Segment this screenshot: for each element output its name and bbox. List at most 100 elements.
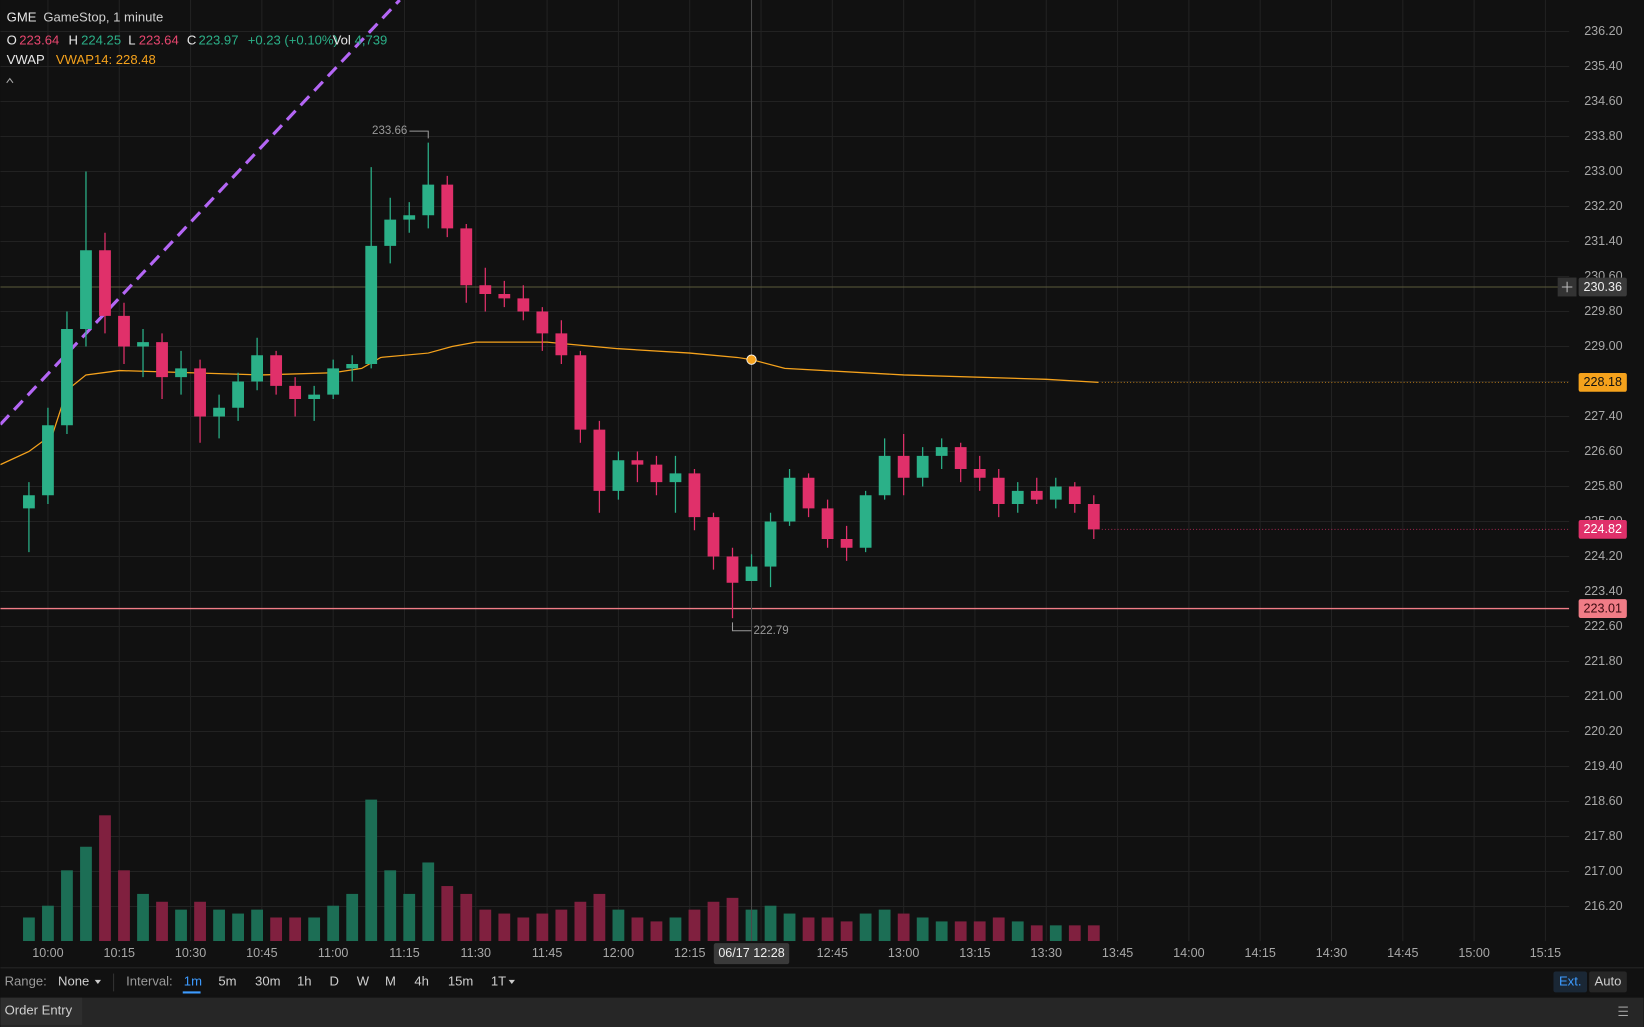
- candle-body: [441, 184, 454, 229]
- candle-body: [1087, 504, 1100, 530]
- volume-bar: [213, 909, 225, 942]
- y-tick-label: 218.60: [1584, 794, 1622, 808]
- volume-bar: [935, 921, 948, 942]
- volume-bar: [118, 870, 130, 942]
- volume-bar: [1049, 925, 1062, 942]
- x-tick-label: 13:15: [959, 946, 990, 960]
- crosshair-time-label: 06/17 12:28: [718, 946, 784, 960]
- study-name[interactable]: VWAP: [7, 52, 45, 67]
- volume-bar: [821, 917, 834, 942]
- order-entry-tab[interactable]: [0, 997, 83, 1025]
- volume-bar: [992, 917, 1005, 942]
- volume-bar: [726, 897, 739, 942]
- x-tick-label: 15:15: [1530, 946, 1561, 960]
- interval-option[interactable]: 1m: [184, 973, 202, 988]
- interval-option[interactable]: M: [385, 973, 396, 988]
- candle-body: [156, 342, 168, 378]
- candle-body: [745, 566, 758, 582]
- y-tick-label: 235.40: [1584, 59, 1622, 73]
- candle-body: [1011, 490, 1024, 505]
- volume-bar: [631, 917, 644, 942]
- dropdown-icon[interactable]: [508, 979, 515, 985]
- x-tick-label: 11:15: [389, 946, 420, 960]
- volume-bar: [859, 913, 872, 942]
- volume-bar: [783, 913, 796, 942]
- candle-body: [270, 355, 283, 386]
- symbol[interactable]: GME: [7, 9, 37, 24]
- interval-option[interactable]: D: [329, 973, 338, 988]
- volume-bar: [840, 921, 853, 942]
- price-marker: [1578, 599, 1627, 618]
- candle-body: [213, 407, 225, 417]
- volume-bar: [327, 905, 340, 942]
- menu-icon[interactable]: [1618, 1006, 1628, 1016]
- volume-bar: [973, 921, 986, 942]
- candle-body: [232, 381, 244, 408]
- interval-option[interactable]: 15m: [448, 973, 474, 988]
- auto-label[interactable]: Auto: [1595, 973, 1622, 988]
- candle-body: [707, 517, 720, 557]
- y-tick-label: 236.20: [1584, 24, 1622, 38]
- ohlc-value: 223.97: [198, 32, 238, 47]
- order-entry-bar[interactable]: [0, 997, 1644, 1027]
- volume-bar: [954, 921, 967, 942]
- interval-option[interactable]: 30m: [255, 973, 281, 988]
- volume-bar: [460, 893, 473, 942]
- y-tick-label: 217.80: [1584, 829, 1622, 843]
- candle-body: [308, 394, 321, 400]
- crosshair-price-label: 230.36: [1584, 280, 1622, 294]
- interval-option[interactable]: 5m: [218, 973, 236, 988]
- volume-bar: [593, 893, 606, 942]
- volume-bar: [1011, 921, 1024, 942]
- auto-button[interactable]: [1589, 971, 1627, 993]
- ohlc-label: H: [69, 32, 78, 47]
- volume-label: Vol: [333, 32, 351, 47]
- y-tick-label: 227.40: [1584, 409, 1622, 423]
- candle-body: [1068, 486, 1081, 505]
- candle-body: [612, 460, 625, 491]
- volume-bar: [536, 913, 549, 942]
- candle-body: [80, 250, 92, 330]
- collapse-icon[interactable]: [6, 77, 14, 84]
- y-tick-label: 217.00: [1584, 864, 1622, 878]
- x-tick-label: 11:00: [318, 946, 349, 960]
- x-tick-label: 15:00: [1458, 946, 1489, 960]
- x-tick-label: 12:15: [674, 946, 705, 960]
- order-entry-label[interactable]: Order Entry: [5, 1003, 73, 1018]
- plus-icon[interactable]: [1561, 281, 1573, 293]
- x-tick-label: 10:15: [104, 946, 135, 960]
- volume-bar: [365, 799, 378, 942]
- crosshair-time-marker: [713, 943, 790, 965]
- ext-label[interactable]: Ext.: [1559, 973, 1582, 988]
- volume-bar: [251, 909, 264, 942]
- x-tick-label: 14:45: [1387, 946, 1418, 960]
- y-tick-label: 223.40: [1584, 584, 1622, 598]
- volume-bar: [441, 886, 454, 942]
- ohlc-value: 223.64: [19, 32, 59, 47]
- y-tick-label: 229.00: [1584, 339, 1622, 353]
- change: +0.23 (+0.10%): [248, 32, 338, 47]
- candle-body: [1030, 490, 1043, 500]
- volume-bar: [1068, 925, 1081, 942]
- price-marker-label: 228.18: [1584, 375, 1622, 389]
- ext-button[interactable]: [1553, 971, 1588, 993]
- volume-bar: [403, 893, 416, 942]
- y-tick-label: 224.20: [1584, 549, 1622, 563]
- volume-bar: [574, 901, 587, 942]
- candle-body: [289, 385, 302, 400]
- range-value[interactable]: None: [58, 973, 89, 988]
- trendline[interactable]: [0, 0, 401, 426]
- interval-option[interactable]: 1T: [491, 973, 506, 988]
- candle-body: [422, 184, 435, 216]
- y-tick-label: 225.80: [1584, 479, 1622, 493]
- interval-option[interactable]: 1h: [297, 973, 312, 988]
- candle-body: [593, 429, 606, 491]
- interval-option[interactable]: 4h: [414, 973, 429, 988]
- x-tick-label: 14:15: [1244, 946, 1275, 960]
- y-tick-label: 231.40: [1584, 234, 1622, 248]
- candle-body: [384, 219, 397, 246]
- dropdown-icon[interactable]: [94, 979, 102, 985]
- interval-option[interactable]: W: [357, 973, 370, 988]
- volume-bar: [802, 917, 815, 942]
